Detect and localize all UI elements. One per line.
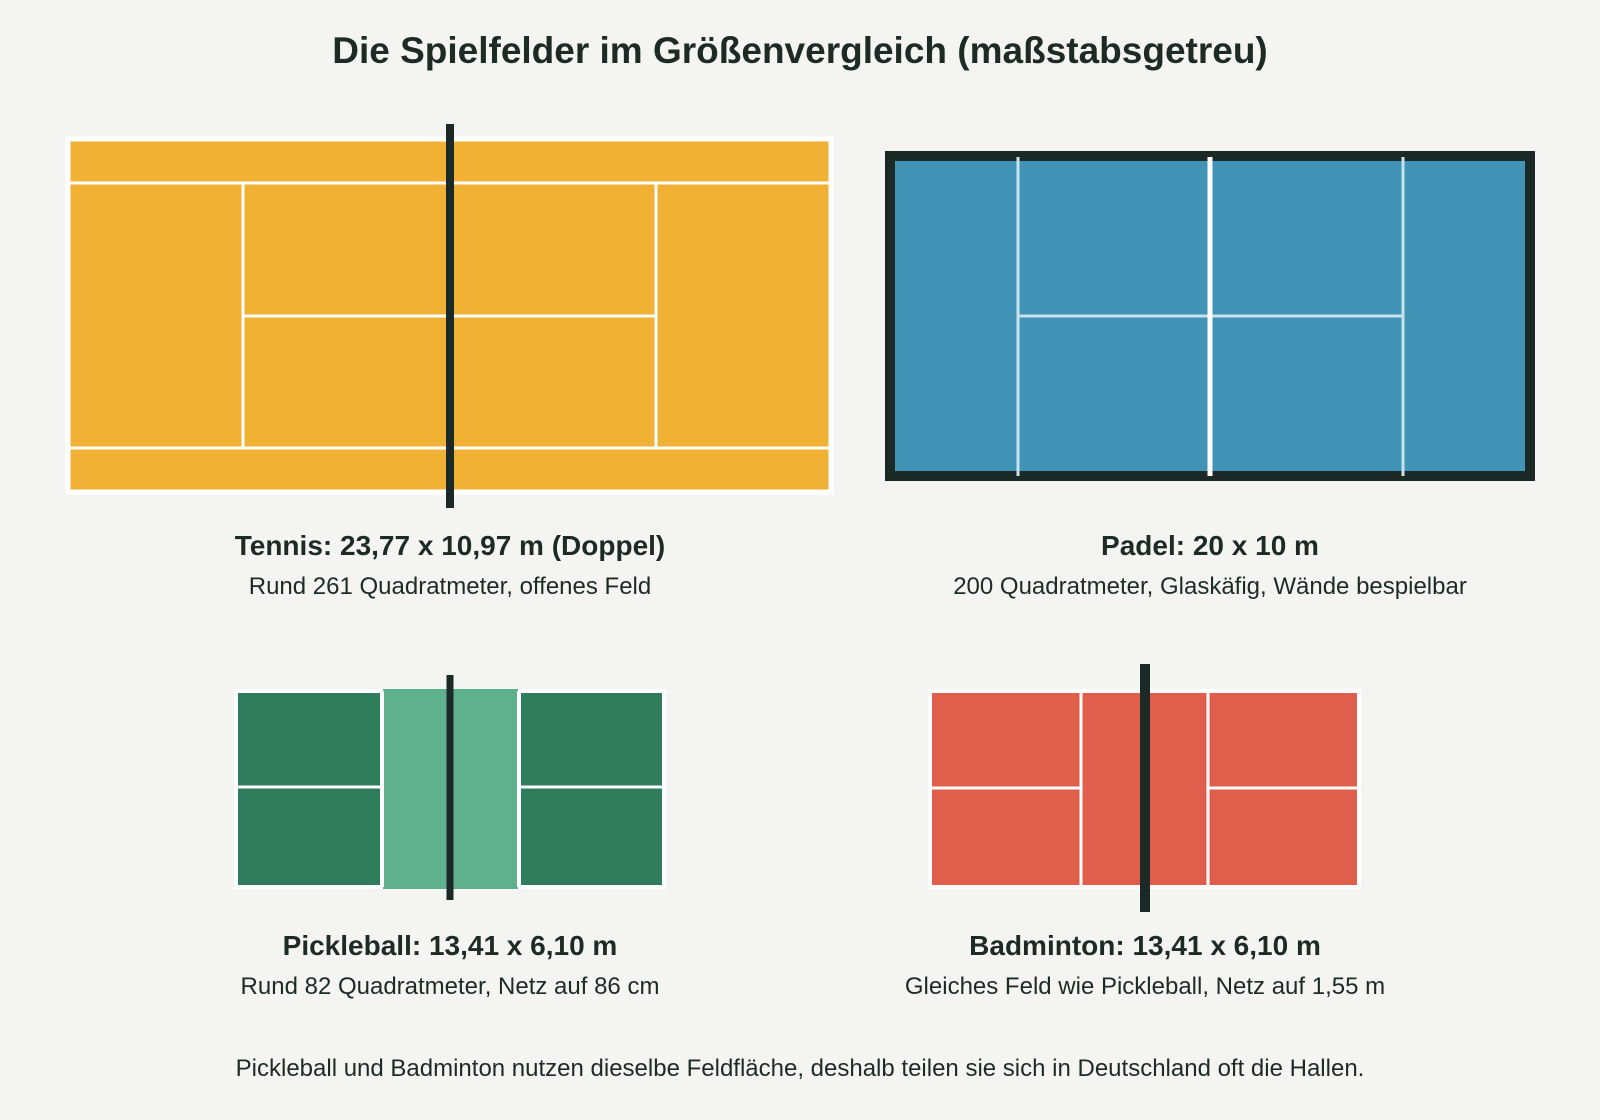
badminton-caption: Badminton: 13,41 x 6,10 m Gleiches Feld … (795, 928, 1495, 1002)
tennis-heading: Tennis: 23,77 x 10,97 m (Doppel) (234, 530, 666, 561)
padel-subtitle: 200 Quadratmeter, Glaskäfig, Wände bespi… (953, 573, 1467, 600)
pickleball-heading: Pickleball: 13,41 x 6,10 m (282, 930, 618, 961)
padel-heading: Padel: 20 x 10 m (1101, 530, 1319, 561)
page-title: Die Spielfelder im Größenvergleich (maßs… (332, 30, 1268, 71)
pickleball-caption: Pickleball: 13,41 x 6,10 m Rund 82 Quadr… (100, 928, 800, 1002)
badminton-heading: Badminton: 13,41 x 6,10 m (969, 930, 1321, 961)
badminton-subtitle: Gleiches Feld wie Pickleball, Netz auf 1… (904, 973, 1386, 1000)
tennis-caption: Tennis: 23,77 x 10,97 m (Doppel) Rund 26… (100, 528, 800, 602)
footer-note: Pickleball und Badminton nutzen dieselbe… (235, 1055, 1365, 1082)
tennis-court (65, 124, 834, 508)
badminton-court (928, 664, 1361, 912)
padel-caption: Padel: 20 x 10 m 200 Quadratmeter, Glask… (860, 528, 1560, 602)
pickleball-subtitle: Rund 82 Quadratmeter, Netz auf 86 cm (240, 973, 660, 1000)
padel-court (885, 151, 1535, 481)
tennis-subtitle: Rund 261 Quadratmeter, offenes Feld (248, 573, 652, 600)
pickleball-court (234, 675, 666, 900)
